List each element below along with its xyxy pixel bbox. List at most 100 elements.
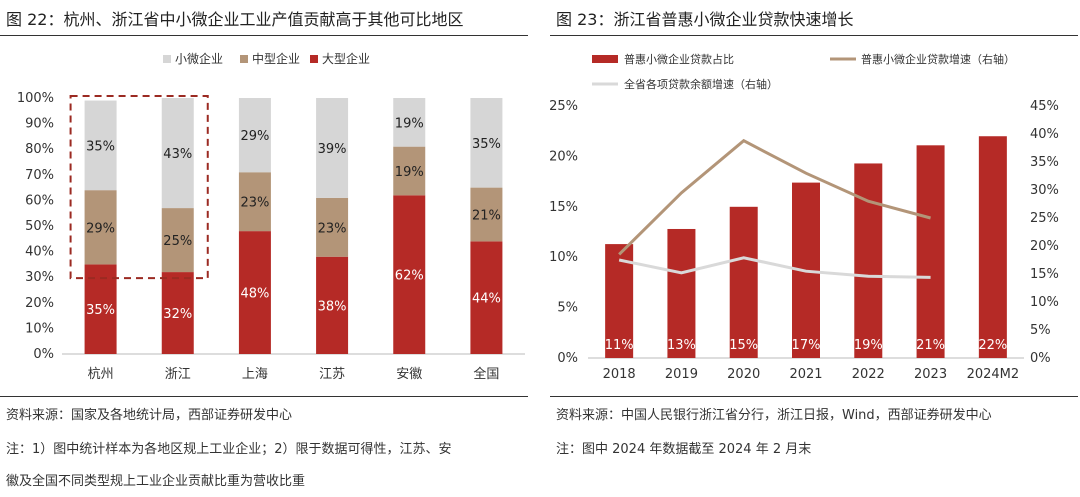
bar: [854, 163, 883, 358]
data-label: 29%: [240, 129, 269, 144]
x-tick-label: 上海: [242, 367, 268, 382]
y-right-tick-label: 40%: [1030, 127, 1059, 142]
bar-segment: [238, 98, 271, 173]
highlight-dashed-box: [69, 95, 209, 280]
x-tick-label: 2019: [665, 367, 698, 382]
x-tick-label: 2022: [852, 367, 885, 382]
data-label: 43%: [163, 147, 192, 162]
data-label: 13%: [667, 338, 696, 353]
left-figure-title: 图 22：杭州、浙江省中小微企业工业产值贡献高于其他可比地区: [6, 10, 464, 29]
data-label: 19%: [854, 338, 883, 353]
bar-segment: [470, 98, 503, 188]
x-tick-label: 2024M2: [967, 367, 1020, 382]
y-left-tick-label: 5%: [557, 301, 578, 316]
x-tick-label: 2021: [789, 367, 822, 382]
right-note-text: 注：图中 2024 年数据截至 2024 年 2 月末: [556, 442, 812, 457]
y-tick-label: 20%: [25, 296, 54, 311]
right-source-text: 资料来源：中国人民银行浙江省分行，浙江日报，Wind，西部证券研发中心: [556, 408, 992, 423]
y-tick-label: 30%: [25, 270, 54, 285]
x-tick-label: 全国: [473, 366, 499, 382]
left-chart-bottom-rule: [0, 396, 528, 397]
bar: [916, 145, 945, 358]
left-stacked-bar-chart: 小微企业 中型企业 大型企业 0% 10% 20% 30% 40% 50% 60% 70% 80% 90…: [17, 51, 525, 382]
y-right-tick-label: 10%: [1030, 295, 1059, 310]
data-label: 23%: [240, 196, 269, 211]
y-left-tick-label: 0%: [557, 351, 578, 366]
data-label: 38%: [318, 299, 347, 314]
data-label: 44%: [472, 292, 501, 307]
bar-segment: [316, 98, 349, 198]
bar-segment: [161, 208, 194, 273]
data-label: 29%: [86, 221, 115, 236]
legend-swatch: [310, 55, 318, 63]
bar: [729, 206, 758, 358]
bar-segment: [238, 172, 271, 232]
y-left-tick-label: 10%: [550, 250, 578, 265]
series-line: [618, 138, 931, 256]
y-right-tick-label: 5%: [1030, 323, 1051, 338]
legend-label: 普惠小微企业贷款占比: [624, 52, 734, 66]
legend-label: 全省各项贷款余额增速（右轴）: [624, 77, 778, 91]
legend-label: 中型企业: [252, 51, 300, 66]
data-label: 19%: [395, 116, 424, 131]
y-tick-label: 40%: [25, 245, 54, 260]
y-left-tick-label: 20%: [550, 149, 578, 164]
y-right-tick-label: 15%: [1030, 267, 1059, 282]
bar-segment: [84, 264, 117, 354]
y-right-tick-label: 30%: [1030, 183, 1059, 198]
bar-segment: [393, 98, 426, 147]
data-label: 21%: [472, 208, 501, 223]
data-label: 35%: [86, 303, 115, 318]
bar-segment: [161, 98, 194, 209]
legend-swatch-bar: [592, 55, 618, 63]
legend-label: 小微企业: [175, 51, 223, 66]
bar-segment: [316, 197, 349, 257]
bar-segment: [238, 231, 271, 354]
data-label: 17%: [792, 338, 821, 353]
left-note-line-2: 徽及全国不同类型规上工业企业贡献比重为营收比重: [6, 474, 306, 489]
data-label: 25%: [163, 234, 192, 249]
y-tick-label: 60%: [25, 193, 54, 208]
y-tick-label: 80%: [25, 142, 54, 157]
data-label: 32%: [163, 307, 192, 322]
y-left-tick-label: 15%: [550, 200, 578, 215]
x-tick-label: 江苏: [319, 366, 345, 382]
series-line: [618, 256, 931, 279]
bar-segment: [316, 256, 349, 354]
y-tick-label: 70%: [25, 168, 54, 183]
data-label: 22%: [978, 338, 1007, 353]
left-title-rule: [0, 35, 528, 36]
bar-segment: [393, 195, 426, 354]
left-source-text: 资料来源：国家及各地统计局，西部证券研发中心: [6, 408, 293, 423]
data-label: 35%: [472, 137, 501, 152]
legend-swatch: [240, 55, 248, 63]
left-note-line-1: 注：1）图中统计样本为各地区规上工业企业；2）限于数据可得性，江苏、安: [6, 442, 452, 457]
bar-segment: [393, 146, 426, 196]
bar-segment: [84, 100, 117, 191]
data-label: 19%: [395, 165, 424, 180]
legend-swatch: [163, 55, 171, 63]
y-tick-label: 90%: [25, 117, 54, 132]
x-tick-label: 2020: [727, 367, 760, 382]
data-label: 35%: [86, 139, 115, 154]
y-tick-label: 0%: [33, 347, 54, 362]
legend-label: 大型企业: [322, 51, 370, 66]
y-right-tick-label: 35%: [1030, 155, 1059, 170]
y-tick-label: 50%: [25, 219, 54, 234]
bar: [667, 228, 696, 358]
bar-segment: [161, 272, 194, 354]
x-tick-label: 2018: [603, 367, 636, 382]
data-label: 39%: [318, 142, 347, 157]
y-tick-label: 100%: [17, 91, 54, 106]
x-tick-label: 杭州: [88, 367, 114, 382]
y-tick-label: 10%: [25, 321, 54, 336]
bar-segment: [470, 187, 503, 242]
x-tick-label: 浙江: [165, 367, 191, 382]
bar-segment: [470, 241, 503, 354]
bar-segment: [84, 190, 117, 265]
x-tick-label: 安徽: [396, 367, 422, 382]
right-title-rule: [550, 35, 1078, 36]
y-right-tick-label: 0%: [1030, 351, 1051, 366]
y-right-tick-label: 25%: [1030, 211, 1059, 226]
legend-label: 普惠小微企业贷款增速（右轴）: [861, 52, 1015, 66]
